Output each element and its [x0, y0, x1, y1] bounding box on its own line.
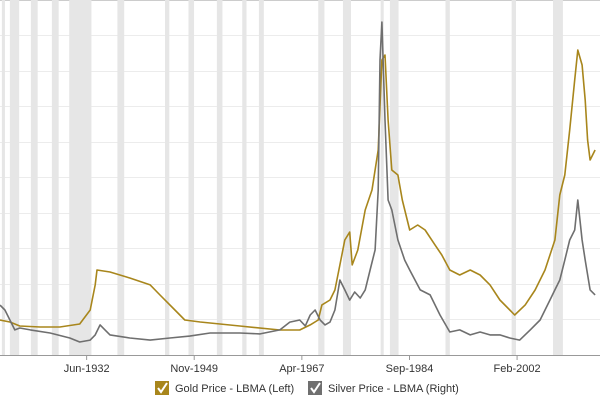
recession-band: [511, 0, 516, 355]
series-line: [0, 21, 596, 343]
recession-band: [69, 0, 92, 355]
horizontal-grid: [0, 35, 600, 320]
recession-band: [9, 0, 20, 355]
x-tick-label: Sep-1984: [386, 363, 434, 375]
recession-band: [258, 0, 264, 355]
recession-band: [164, 0, 170, 355]
recession-band: [389, 0, 399, 355]
legend-checkmark: [310, 382, 321, 394]
recession-band: [380, 0, 384, 355]
recession-bands: [1, 0, 563, 355]
recession-band: [1, 0, 5, 355]
legend: Gold Price - LBMA (Left) Silver Price - L…: [155, 381, 459, 395]
legend-checkmark: [157, 382, 168, 394]
recession-band: [30, 0, 38, 355]
plot-background: [0, 0, 600, 320]
x-tick-label: Apr-1967: [279, 363, 324, 375]
recession-band: [188, 0, 195, 355]
recession-band: [342, 0, 351, 355]
legend-item[interactable]: Gold Price - LBMA (Left): [155, 381, 294, 395]
recession-band: [51, 0, 59, 355]
recession-band: [445, 0, 450, 355]
x-axis: Jun-1932 Nov-1949 Apr-1967 Sep-1984 Feb-2002: [0, 355, 600, 375]
recession-band: [216, 0, 223, 355]
recession-band: [318, 0, 325, 355]
legend-item[interactable]: Silver Price - LBMA (Right): [308, 381, 459, 395]
series-lines: [0, 21, 596, 343]
x-tick-label: Feb-2002: [494, 363, 541, 375]
x-tick-label: Jun-1932: [64, 363, 110, 375]
series-line: [0, 49, 596, 331]
legend-label: Gold Price - LBMA (Left): [175, 383, 294, 395]
recession-band: [553, 0, 563, 355]
recession-band: [242, 0, 247, 355]
recession-band: [117, 0, 125, 355]
legend-label: Silver Price - LBMA (Right): [328, 383, 459, 395]
x-tick-label: Nov-1949: [170, 363, 218, 375]
